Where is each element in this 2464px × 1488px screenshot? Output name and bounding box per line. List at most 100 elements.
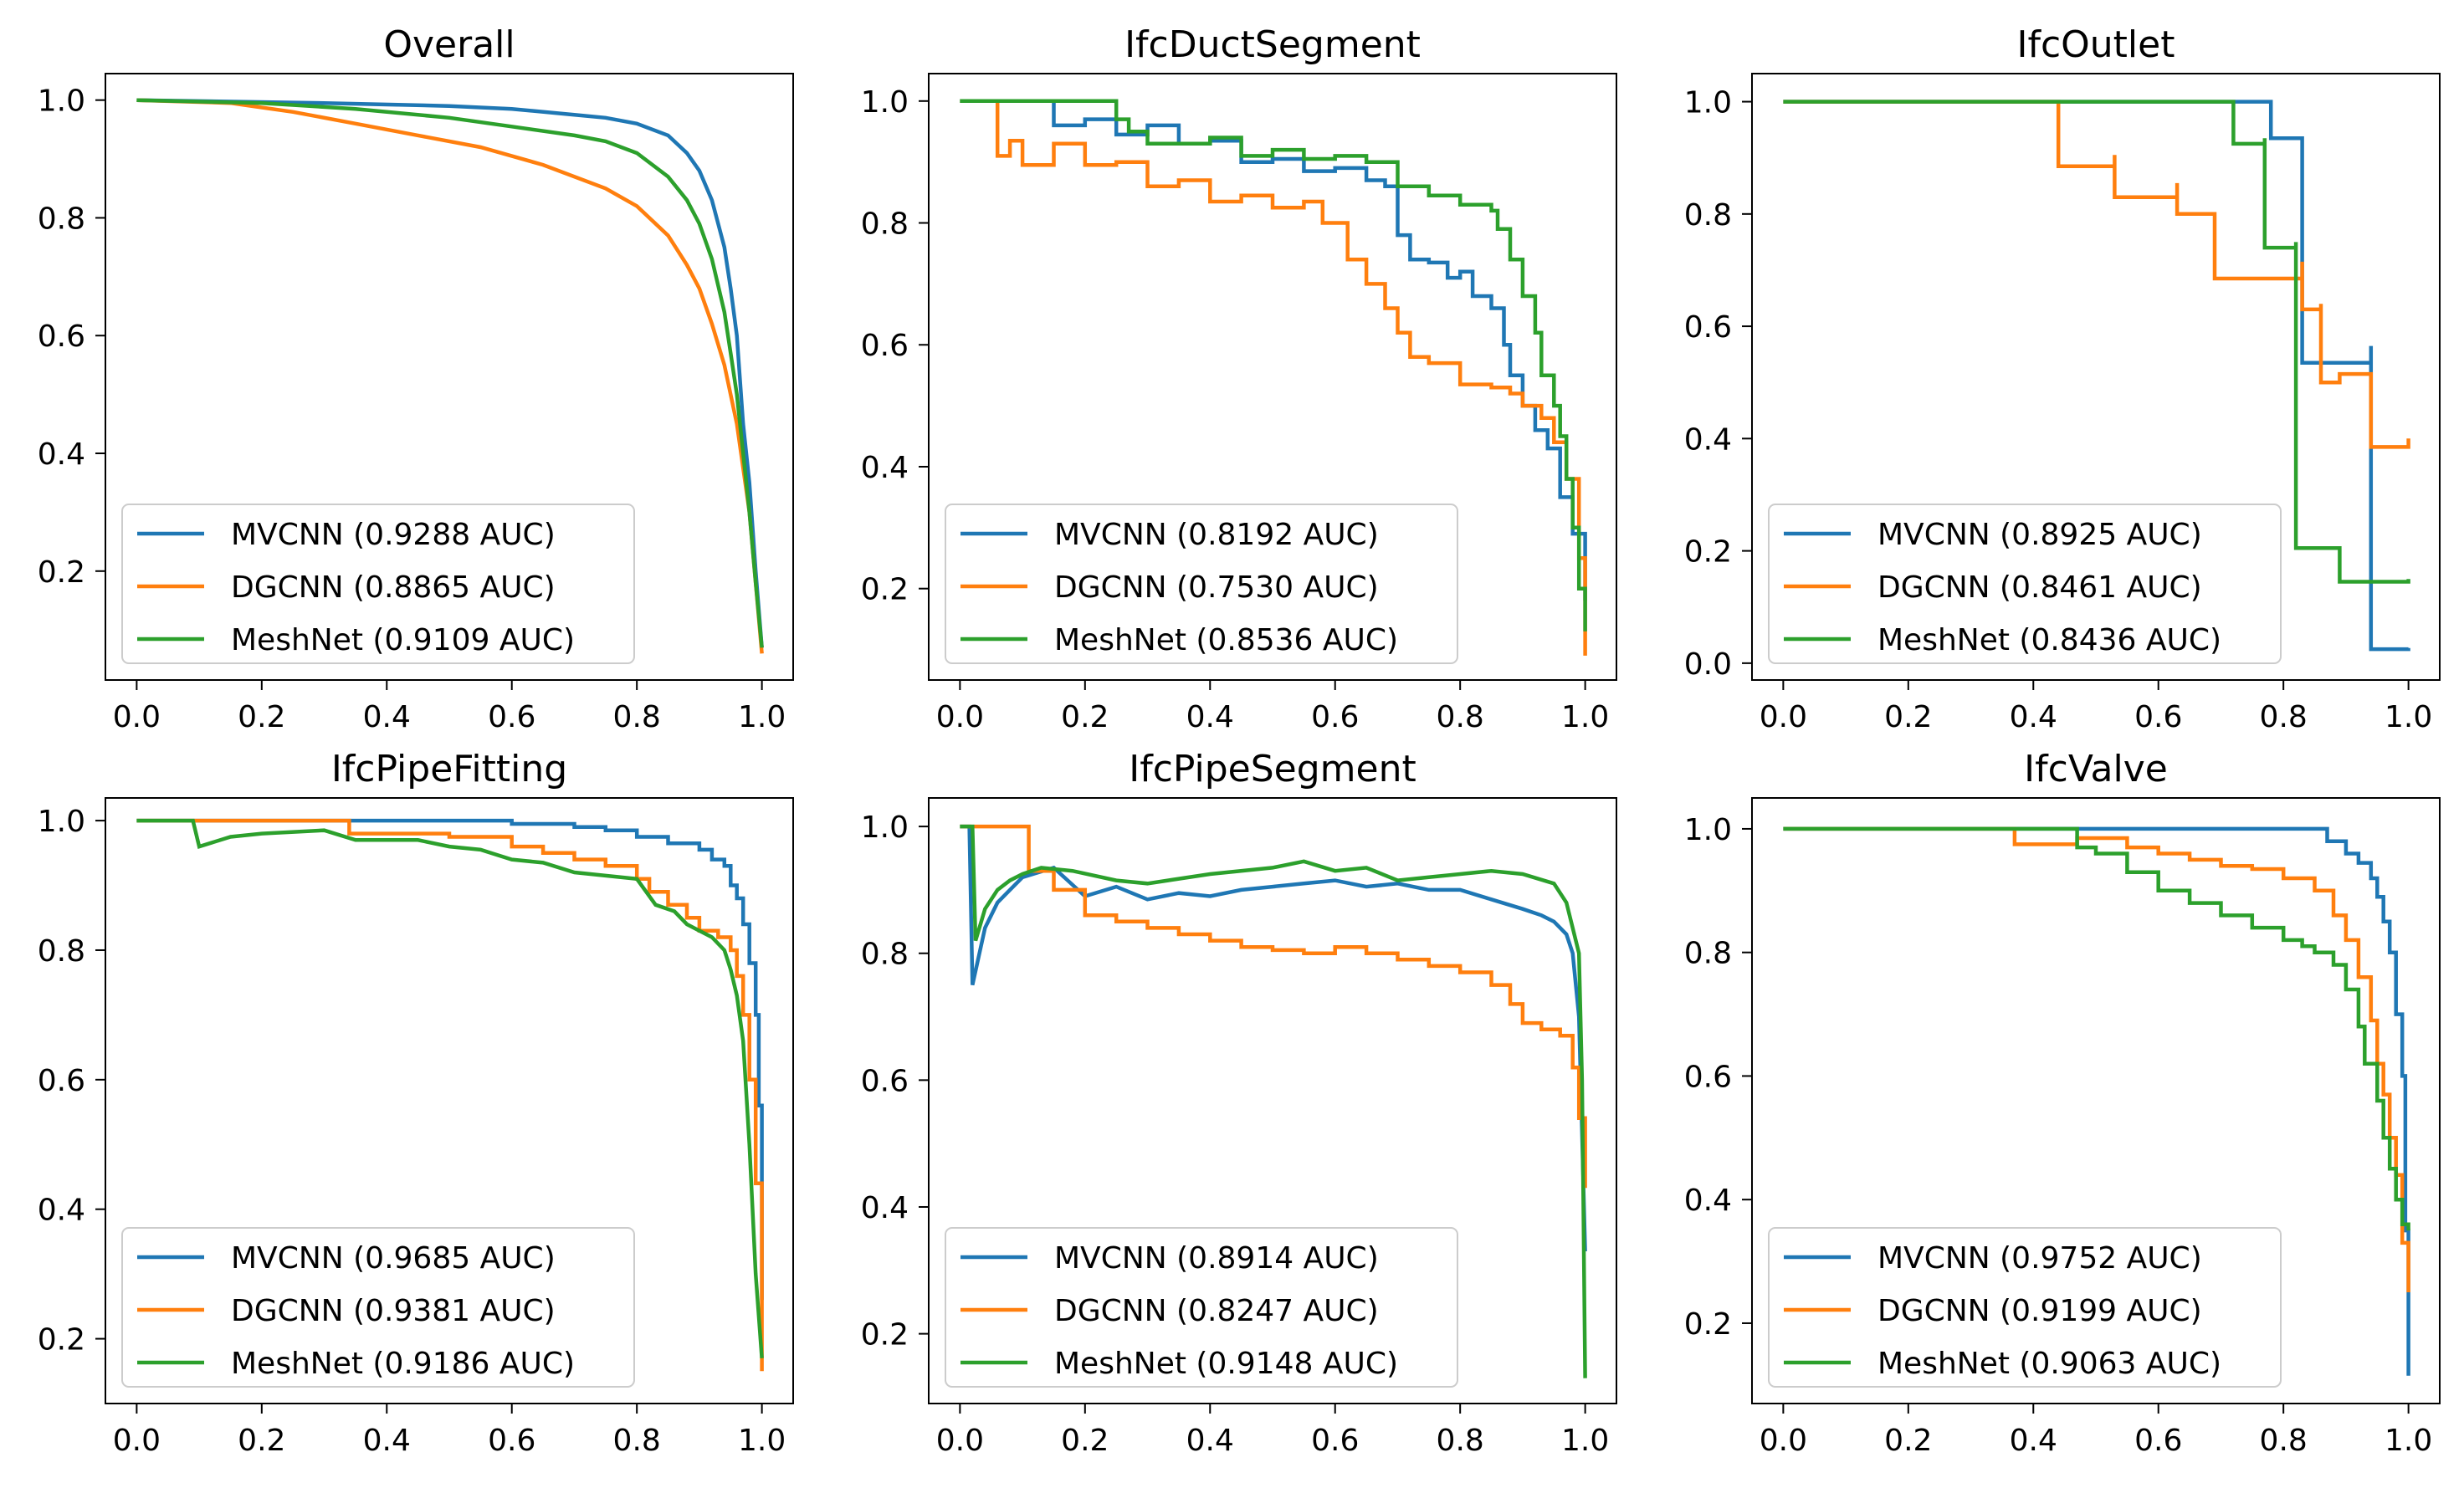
y-tick-label: 0.8 bbox=[1684, 937, 1732, 971]
series-line-dgcnn bbox=[136, 818, 764, 1372]
chart-title: IfcValve bbox=[2024, 748, 2168, 790]
x-tick-label: 0.6 bbox=[2134, 700, 2182, 734]
x-tick-label: 1.0 bbox=[2385, 1424, 2432, 1458]
x-tick-label: 0.4 bbox=[1186, 700, 1234, 734]
x-tick-label: 0.6 bbox=[488, 1424, 535, 1458]
chart-panel-2: IfcOutlet 0.0 0.2 0.4 0.6 0.8 1.0 0.0 0.2 0.4 0.6 0… bbox=[1684, 23, 2441, 734]
x-tick-label: 0.2 bbox=[1061, 1424, 1109, 1458]
plot-frame bbox=[928, 73, 1617, 681]
chart-panel-4: IfcPipeSegment 0.0 0.2 0.4 0.6 0.8 1.0 0.2 0.4 0.… bbox=[861, 748, 1617, 1458]
series-line-meshnet bbox=[960, 824, 1587, 1378]
chart-title: IfcOutlet bbox=[2017, 23, 2175, 66]
y-tick-label: 0.2 bbox=[1684, 1307, 1732, 1342]
y-tick-label: 1.0 bbox=[1684, 813, 1732, 847]
legend-box bbox=[1768, 1227, 2282, 1388]
x-tick-label: 0.0 bbox=[1760, 700, 1807, 734]
x-tick-label: 0.8 bbox=[1437, 1424, 1484, 1458]
x-tick-label: 0.2 bbox=[238, 700, 285, 734]
y-tick-label: 0.2 bbox=[38, 1323, 85, 1358]
y-tick-label: 0.8 bbox=[861, 207, 909, 242]
series-line-dgcnn bbox=[960, 99, 1587, 656]
x-tick-label: 0.6 bbox=[1311, 1424, 1359, 1458]
y-tick-label: 1.0 bbox=[861, 85, 909, 120]
y-tick-label: 0.2 bbox=[861, 1318, 909, 1352]
legend-entry: DGCNN (0.9381 AUC) bbox=[231, 1294, 556, 1328]
x-tick-label: 0.4 bbox=[363, 700, 411, 734]
x-tick-label: 0.0 bbox=[1760, 1424, 1807, 1458]
legend-entry: DGCNN (0.8461 AUC) bbox=[1877, 570, 2202, 605]
x-tick-label: 0.8 bbox=[613, 1424, 661, 1458]
legend-entry: MeshNet (0.8536 AUC) bbox=[1054, 623, 1398, 657]
y-tick-label: 0.6 bbox=[38, 320, 85, 354]
plot-frame bbox=[105, 73, 794, 681]
y-tick-label: 0.4 bbox=[861, 1191, 909, 1225]
series-line-mvcnn bbox=[136, 818, 764, 1301]
y-tick-label: 1.0 bbox=[861, 810, 909, 845]
y-tick-label: 0.6 bbox=[38, 1064, 85, 1098]
x-tick-label: 1.0 bbox=[1561, 700, 1609, 734]
legend: MVCNN (0.9288 AUC) DGCNN (0.8865 AUC) Mesh… bbox=[121, 504, 635, 664]
x-tick-label: 1.0 bbox=[738, 700, 786, 734]
y-tick-label: 0.6 bbox=[861, 1064, 909, 1098]
y-tick-label: 1.0 bbox=[38, 805, 85, 839]
series-line-meshnet bbox=[136, 98, 764, 648]
chart-panel-0: Overall 0.0 0.2 0.4 0.6 0.8 1.0 0.2 0.4 0.6 0.8 1.0… bbox=[38, 23, 794, 734]
x-tick-label: 1.0 bbox=[2385, 700, 2432, 734]
x-tick-label: 0.2 bbox=[1884, 700, 1932, 734]
x-tick-label: 0.2 bbox=[238, 1424, 285, 1458]
legend: MVCNN (0.8925 AUC) DGCNN (0.8461 AUC) Mesh… bbox=[1768, 504, 2282, 664]
legend-entry: DGCNN (0.8247 AUC) bbox=[1054, 1294, 1379, 1328]
chart-title: Overall bbox=[383, 23, 515, 66]
y-tick-label: 0.2 bbox=[38, 555, 85, 590]
y-tick-label: 0.4 bbox=[1684, 1184, 1732, 1218]
series-line-dgcnn bbox=[1783, 826, 2410, 1292]
legend-entry: MVCNN (0.8192 AUC) bbox=[1054, 518, 1379, 552]
plot-frame bbox=[1751, 797, 2441, 1404]
legend-entry: MVCNN (0.8914 AUC) bbox=[1054, 1241, 1379, 1276]
y-tick-label: 0.8 bbox=[861, 938, 909, 972]
x-tick-label: 0.6 bbox=[488, 700, 535, 734]
y-tick-label: 0.6 bbox=[861, 329, 909, 363]
legend-box bbox=[121, 504, 635, 664]
x-tick-label: 0.4 bbox=[1186, 1424, 1234, 1458]
legend-box bbox=[945, 1227, 1458, 1388]
chart-title: IfcPipeSegment bbox=[1129, 748, 1416, 790]
x-tick-label: 0.8 bbox=[2260, 1424, 2308, 1458]
legend-entry: DGCNN (0.9199 AUC) bbox=[1877, 1294, 2202, 1328]
y-tick-label: 0.4 bbox=[38, 437, 85, 472]
x-tick-label: 0.0 bbox=[936, 1424, 984, 1458]
y-tick-label: 0.8 bbox=[38, 202, 85, 236]
chart-panel-5: IfcValve 0.0 0.2 0.4 0.6 0.8 1.0 0.2 0.4 0.6 0.8 1.… bbox=[1684, 748, 2441, 1458]
series-line-meshnet bbox=[1783, 826, 2410, 1231]
legend-entry: MeshNet (0.8436 AUC) bbox=[1877, 623, 2221, 657]
legend: MVCNN (0.8914 AUC) DGCNN (0.8247 AUC) Mesh… bbox=[945, 1227, 1458, 1388]
x-tick-label: 0.8 bbox=[2260, 700, 2308, 734]
x-tick-label: 0.0 bbox=[936, 700, 984, 734]
plot-frame bbox=[1751, 73, 2441, 681]
legend-entry: MVCNN (0.9288 AUC) bbox=[231, 518, 556, 552]
x-tick-label: 0.2 bbox=[1884, 1424, 1932, 1458]
x-tick-label: 1.0 bbox=[1561, 1424, 1609, 1458]
series-line-mvcnn bbox=[1783, 826, 2410, 1376]
legend-box bbox=[945, 504, 1458, 664]
y-tick-label: 0.0 bbox=[1684, 647, 1732, 682]
y-tick-label: 1.0 bbox=[1684, 86, 1732, 120]
y-tick-label: 0.2 bbox=[861, 573, 909, 607]
series-line-meshnet bbox=[136, 818, 764, 1358]
legend: MVCNN (0.8192 AUC) DGCNN (0.7530 AUC) Mesh… bbox=[945, 504, 1458, 664]
chart-title: IfcPipeFitting bbox=[331, 748, 567, 790]
x-tick-label: 0.0 bbox=[113, 1424, 161, 1458]
series-line-dgcnn bbox=[960, 824, 1587, 1189]
plot-frame bbox=[928, 797, 1617, 1404]
series-line-mvcnn bbox=[1783, 100, 2410, 652]
y-tick-label: 0.4 bbox=[1684, 422, 1732, 457]
legend-entry: MeshNet (0.9109 AUC) bbox=[231, 623, 575, 657]
x-tick-label: 0.8 bbox=[1437, 700, 1484, 734]
legend-entry: MVCNN (0.9685 AUC) bbox=[231, 1241, 556, 1276]
series-line-meshnet bbox=[960, 99, 1587, 632]
y-tick-label: 0.8 bbox=[38, 934, 85, 969]
x-tick-label: 0.4 bbox=[363, 1424, 411, 1458]
y-tick-label: 0.2 bbox=[1684, 535, 1732, 570]
series-line-dgcnn bbox=[1783, 100, 2410, 449]
